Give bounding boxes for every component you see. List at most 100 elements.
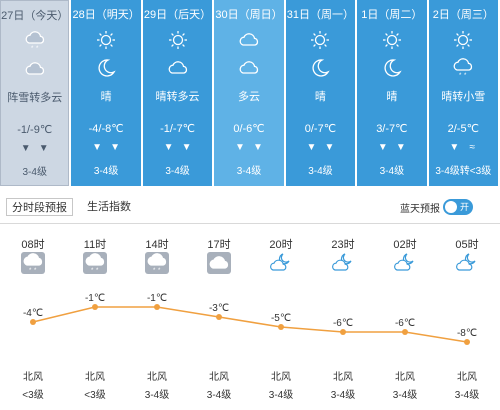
hourly-wind-direction: 北风 <box>395 372 415 383</box>
snow-cloud-icon: * * <box>23 31 47 52</box>
day-date-label: 29日（后天） <box>143 9 212 21</box>
sun-icon <box>166 30 190 50</box>
temperature-label: -3℃ <box>209 303 229 314</box>
wind-arrow-icon: ▼ <box>235 142 245 153</box>
day-column[interactable]: 1日（周二）晴 3/-7℃ ▼ ▼ 3-4级 <box>357 0 427 186</box>
hourly-slot: 20时 北风 3-4级 <box>251 226 311 410</box>
hourly-time: 11时 <box>83 239 107 251</box>
day-temperature: -1/-9℃ <box>17 124 53 136</box>
snow-cloud-icon: * * <box>145 252 169 274</box>
svg-text:*: * <box>464 73 467 78</box>
temperature-point <box>402 329 408 335</box>
svg-text:*: * <box>91 268 94 274</box>
day-temperature: -1/-7℃ <box>160 123 196 135</box>
wind-arrow-icon: ▼ <box>20 143 31 154</box>
day-date-label: 27日（今天） <box>1 10 69 22</box>
day-wind-level: 3-4级 <box>379 166 405 177</box>
cloud-icon <box>166 58 190 78</box>
moon-icon <box>308 58 332 78</box>
tab-life-index[interactable]: 生活指数 <box>87 201 131 213</box>
toggle-state-label: 开 <box>459 202 469 212</box>
hourly-wind-direction: 北风 <box>271 372 291 383</box>
temperature-line <box>32 306 468 343</box>
tab-hourly-forecast[interactable]: 分时段预报 <box>6 198 73 216</box>
moon-icon <box>94 58 118 78</box>
day-weather-desc: 晴 <box>386 91 398 103</box>
day-column[interactable]: 30日（周日） 多云 0/-6℃ ▼ ▼ 3-4级 <box>214 0 284 186</box>
day-weather-desc: 多云 <box>237 91 260 103</box>
day-wind-direction: ▼ ≈ <box>429 142 498 153</box>
day-column[interactable]: 2日（周三） * * 晴转小雪 2/-5℃ ▼ ≈3-4级转<3级 <box>428 0 498 186</box>
svg-text:*: * <box>96 268 99 274</box>
day-temperature: 0/-6℃ <box>233 123 265 135</box>
moon-cloud-icon <box>331 252 355 274</box>
hourly-slot: 02时 北风 3-4级 <box>375 226 435 410</box>
hourly-time: 17时 <box>207 239 231 251</box>
temperature-point <box>30 319 36 325</box>
temperature-point <box>216 314 222 320</box>
wind-arrow-icon: ▼ <box>306 142 317 153</box>
temperature-label: -6℃ <box>333 318 353 329</box>
hourly-wind-level: 3-4级 <box>392 390 418 401</box>
hourly-wind-level: <3级 <box>22 390 44 401</box>
temperature-label: -6℃ <box>395 318 415 329</box>
day-wind-level: 3-4级 <box>308 166 333 177</box>
wind-arrow-icon: ▼ <box>449 142 460 153</box>
hourly-wind-direction: 北风 <box>457 372 477 383</box>
wind-arrow-icon: ▼ <box>181 142 192 153</box>
hourly-forecast: -4℃ -1℃ -1℃ -3℃ -5℃ -6℃ -6℃ -8℃ 08时 * * 北风 <3级 11时 * *… <box>0 226 500 410</box>
daily-forecast-strip: 27日（今天） * * 阵雪转多云 -1/-9℃ ▼ ▼ 3-4级 28日（明天）晴 -4/-8℃… <box>0 0 500 186</box>
day-weather-desc: 晴转多云 <box>155 91 200 103</box>
cloud-icon <box>207 252 231 274</box>
day-weather-desc: 晴 <box>314 91 326 103</box>
hourly-slot: 23时 北风 3-4级 <box>313 226 373 410</box>
cloud-icon <box>237 58 261 78</box>
day-column[interactable]: 29日（后天） 晴转多云 -1/-7℃ ▼ ▼ 3-4级 <box>142 0 213 186</box>
hourly-wind-level: 3-4级 <box>454 390 480 401</box>
day-column[interactable]: 28日（明天）晴 -4/-8℃ ▼ ▼ 3-4级 <box>71 0 141 186</box>
day-wind-level: 3-4级 <box>93 166 119 177</box>
sun-icon <box>380 30 404 50</box>
hourly-wind-direction: 北风 <box>23 372 43 383</box>
svg-text:*: * <box>36 46 39 51</box>
day-column[interactable]: 31日（周一）晴 0/-7℃ ▼ ▼ 3-4级 <box>285 0 356 186</box>
sun-icon <box>94 30 118 50</box>
hourly-time: 08时 <box>21 239 45 251</box>
moon-cloud-icon <box>455 252 479 274</box>
svg-text:*: * <box>34 268 37 274</box>
hourly-slot: 14时 * * 北风 3-4级 <box>127 226 187 410</box>
day-wind-level: 3-4级 <box>236 166 262 177</box>
snow-cloud-icon: * * <box>21 252 45 274</box>
day-wind-direction: ▼ ▼ <box>71 142 140 153</box>
hourly-wind-level: <3级 <box>84 390 106 401</box>
day-date-label: 1日（周二） <box>361 9 423 21</box>
hourly-slot: 05时 北风 3-4级 <box>437 226 497 410</box>
wind-arrow-icon: ▼ <box>163 142 174 153</box>
blue-sky-toggle[interactable]: 开 <box>443 199 473 215</box>
day-wind-level: 3-4级 <box>22 167 47 178</box>
snow-cloud-icon: * * <box>451 58 475 79</box>
hourly-wind-direction: 北风 <box>85 372 105 383</box>
forecast-tabs: 分时段预报 生活指数 蓝天预报 开 <box>0 190 500 224</box>
temperature-curve: -4℃ -1℃ -1℃ -3℃ -5℃ -6℃ -6℃ -8℃ <box>23 293 477 345</box>
temperature-label: -5℃ <box>271 313 291 324</box>
sun-icon <box>451 30 475 50</box>
day-temperature: 3/-7℃ <box>376 123 408 135</box>
wind-arrow-icon: ▼ <box>92 142 103 153</box>
temperature-point <box>278 324 284 330</box>
day-date-label: 2日（周三） <box>432 9 494 21</box>
cloud-icon <box>23 59 47 79</box>
cloud-icon <box>237 30 261 50</box>
wind-arrow-icon: ▼ <box>110 142 121 153</box>
day-wind-level: 3-4级转<3级 <box>435 166 492 177</box>
wind-arrow-icon: ▼ <box>253 142 263 153</box>
day-date-label: 30日（周日） <box>215 9 283 21</box>
hourly-wind-direction: 北风 <box>147 372 167 383</box>
day-wind-direction: ▼ ▼ <box>1 143 68 154</box>
blue-sky-forecast-label: 蓝天预报 <box>400 204 440 215</box>
temperature-label: -8℃ <box>457 328 477 339</box>
day-column[interactable]: 27日（今天） * * 阵雪转多云 -1/-9℃ ▼ ▼ 3-4级 <box>0 0 70 186</box>
temperature-point <box>340 329 346 335</box>
sun-icon <box>308 30 332 50</box>
day-date-label: 28日（明天） <box>72 9 140 21</box>
